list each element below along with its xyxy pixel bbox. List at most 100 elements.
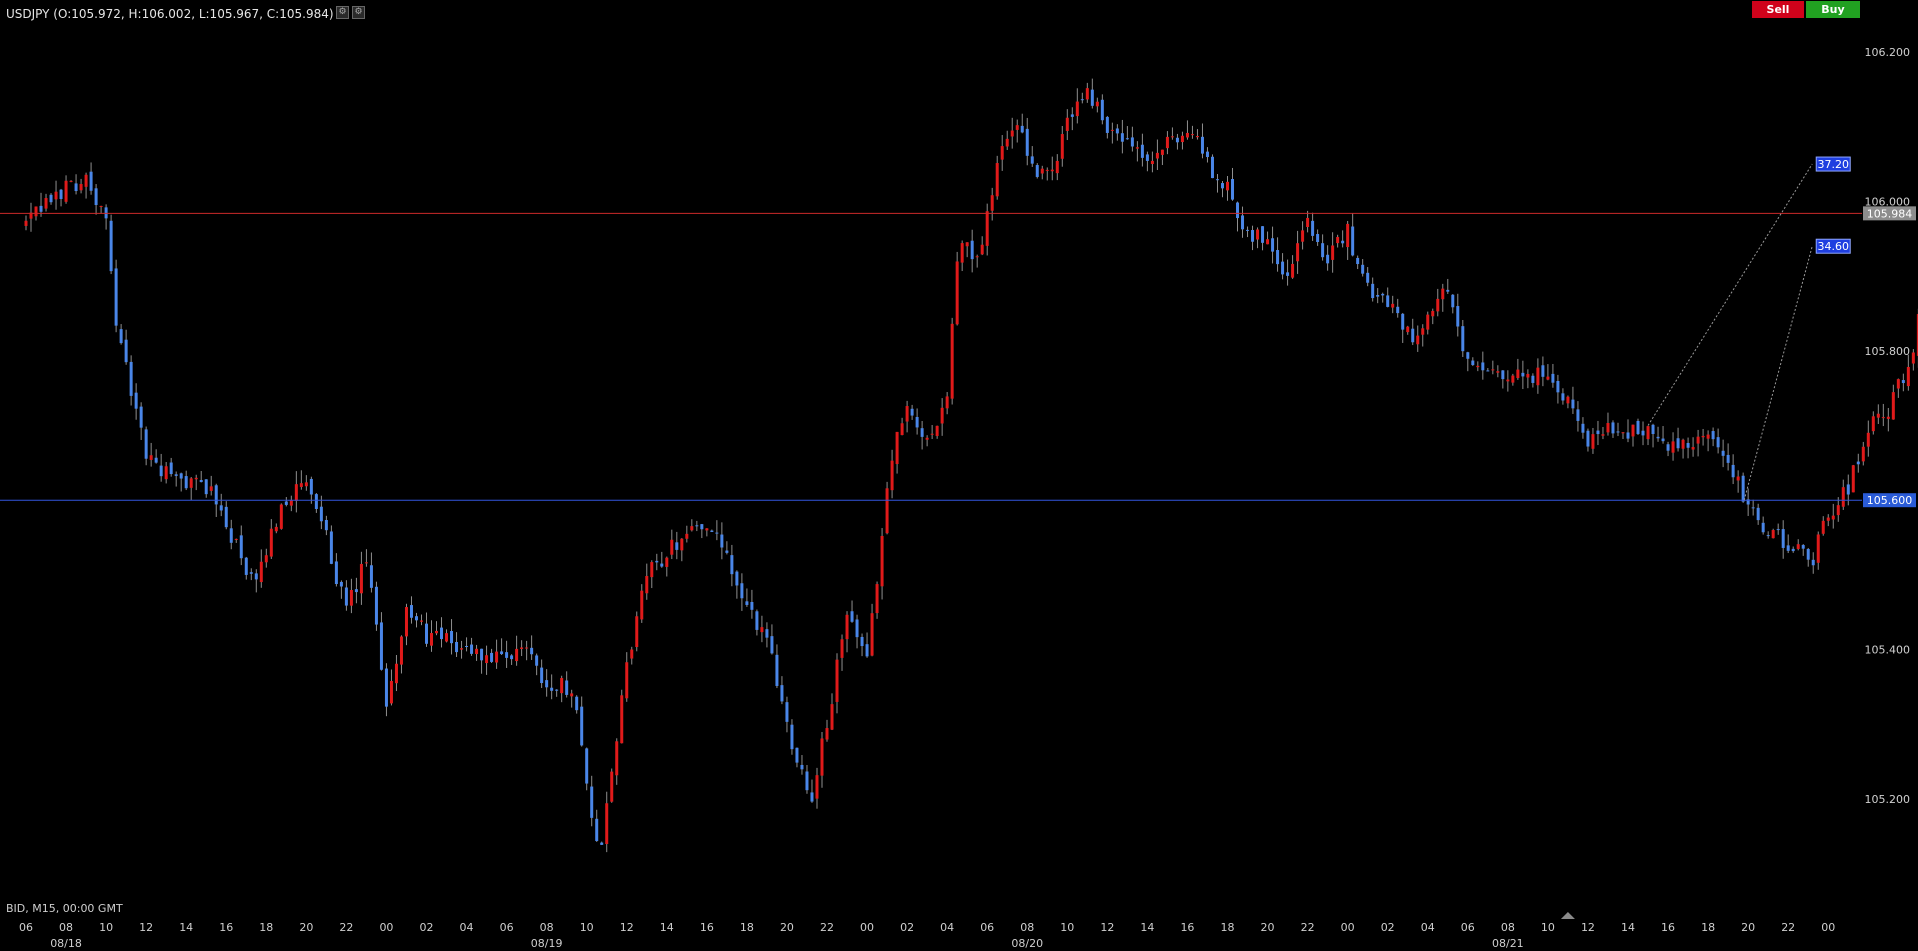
candle-body xyxy=(144,429,148,459)
candle-body xyxy=(129,361,133,396)
candle-body xyxy=(219,505,223,511)
candle-body xyxy=(1546,376,1550,380)
candle-body xyxy=(745,601,749,605)
candle-body xyxy=(1656,436,1660,439)
candle-body xyxy=(1100,99,1104,121)
candle-body xyxy=(1506,379,1510,382)
candle-body xyxy=(570,693,574,697)
candle-body xyxy=(1205,151,1209,158)
candle-body xyxy=(525,647,529,649)
time-marker-icon xyxy=(1560,912,1575,919)
candle-body xyxy=(1090,89,1094,106)
candle-body xyxy=(1045,169,1049,171)
settings-icon[interactable]: ⚙ xyxy=(336,6,349,19)
candle-body xyxy=(174,474,178,476)
candle-body xyxy=(845,614,849,640)
candle-body xyxy=(800,764,804,770)
candle-body xyxy=(1916,314,1918,356)
trend-line-label: 37.20 xyxy=(1817,158,1849,171)
level-price-box xyxy=(1863,493,1916,508)
candle-body xyxy=(545,680,549,688)
candle-body xyxy=(1876,413,1880,418)
candle-body xyxy=(149,455,153,460)
candle-body xyxy=(234,538,238,540)
candle-body xyxy=(665,557,669,567)
candle-body xyxy=(1836,505,1840,516)
candle-body xyxy=(1831,515,1835,520)
candle-body xyxy=(314,494,318,509)
time-tick-label: 14 xyxy=(1621,921,1635,934)
candle-body xyxy=(349,589,353,606)
candle-body xyxy=(775,654,779,686)
config-icon[interactable]: ⚙ xyxy=(352,6,365,19)
candle-body xyxy=(1070,114,1074,117)
candle-body xyxy=(1256,229,1260,240)
candle-body xyxy=(179,473,183,479)
candle-body xyxy=(1180,135,1184,143)
candle-body xyxy=(1316,234,1320,242)
candle-body xyxy=(1771,530,1775,539)
candle-body xyxy=(655,560,659,563)
time-tick-label: 14 xyxy=(179,921,193,934)
candle-body xyxy=(1030,156,1034,164)
candle-body xyxy=(995,163,999,197)
candle-body xyxy=(540,667,544,684)
candle-body xyxy=(1055,160,1059,174)
time-tick-label: 14 xyxy=(1140,921,1154,934)
candle-body xyxy=(500,651,504,655)
candle-body xyxy=(660,563,664,567)
candle-body xyxy=(1426,314,1430,330)
candle-body xyxy=(620,695,624,744)
candle-body xyxy=(1866,432,1870,447)
candle-body xyxy=(1856,461,1860,465)
candle-body xyxy=(1346,223,1350,248)
candle-body xyxy=(1105,116,1109,133)
candle-body xyxy=(1466,352,1470,359)
candle-body xyxy=(1226,181,1229,191)
time-tick-label: 00 xyxy=(860,921,874,934)
time-tick-label: 06 xyxy=(980,921,994,934)
candle-body xyxy=(119,329,123,344)
candle-body xyxy=(1521,372,1525,377)
candle-body xyxy=(1431,310,1435,317)
candle-body xyxy=(74,183,78,192)
time-tick-label: 10 xyxy=(99,921,113,934)
candle-body xyxy=(1200,136,1204,154)
candle-body xyxy=(695,525,699,527)
candle-body xyxy=(590,786,594,818)
candle-body xyxy=(1241,215,1245,230)
candle-body xyxy=(1311,220,1315,236)
candle-body xyxy=(419,620,423,622)
candle-body xyxy=(1741,475,1745,502)
candle-body xyxy=(1891,392,1895,420)
candle-body xyxy=(1606,423,1610,433)
candle-body xyxy=(715,532,719,534)
candle-body xyxy=(1886,416,1890,419)
sell-button[interactable]: Sell xyxy=(1752,1,1804,18)
candle-body xyxy=(1381,293,1385,296)
candle-body xyxy=(1000,146,1004,160)
candle-body xyxy=(990,195,994,211)
symbol-title: USDJPY (O:105.972, H:106.002, L:105.967,… xyxy=(6,7,334,21)
candle-body xyxy=(124,339,128,363)
candle-body xyxy=(1231,179,1235,200)
candle-body xyxy=(1386,295,1390,307)
candle-body xyxy=(940,407,944,424)
time-tick-label: 00 xyxy=(1821,921,1835,934)
candle-body xyxy=(1801,545,1805,549)
candle-body xyxy=(1706,434,1710,439)
candle-body xyxy=(615,741,619,776)
buy-button[interactable]: Buy xyxy=(1806,1,1860,18)
candle-body xyxy=(1351,226,1355,256)
candle-body xyxy=(1276,250,1280,265)
candle-body xyxy=(1326,254,1330,264)
candle-body xyxy=(780,685,784,702)
candle-body xyxy=(189,478,193,488)
candle-body xyxy=(289,500,293,506)
candle-body xyxy=(1010,130,1014,137)
candle-body xyxy=(805,771,809,791)
candle-body xyxy=(1421,328,1425,335)
candle-body xyxy=(1726,454,1730,463)
candle-body xyxy=(339,581,343,587)
